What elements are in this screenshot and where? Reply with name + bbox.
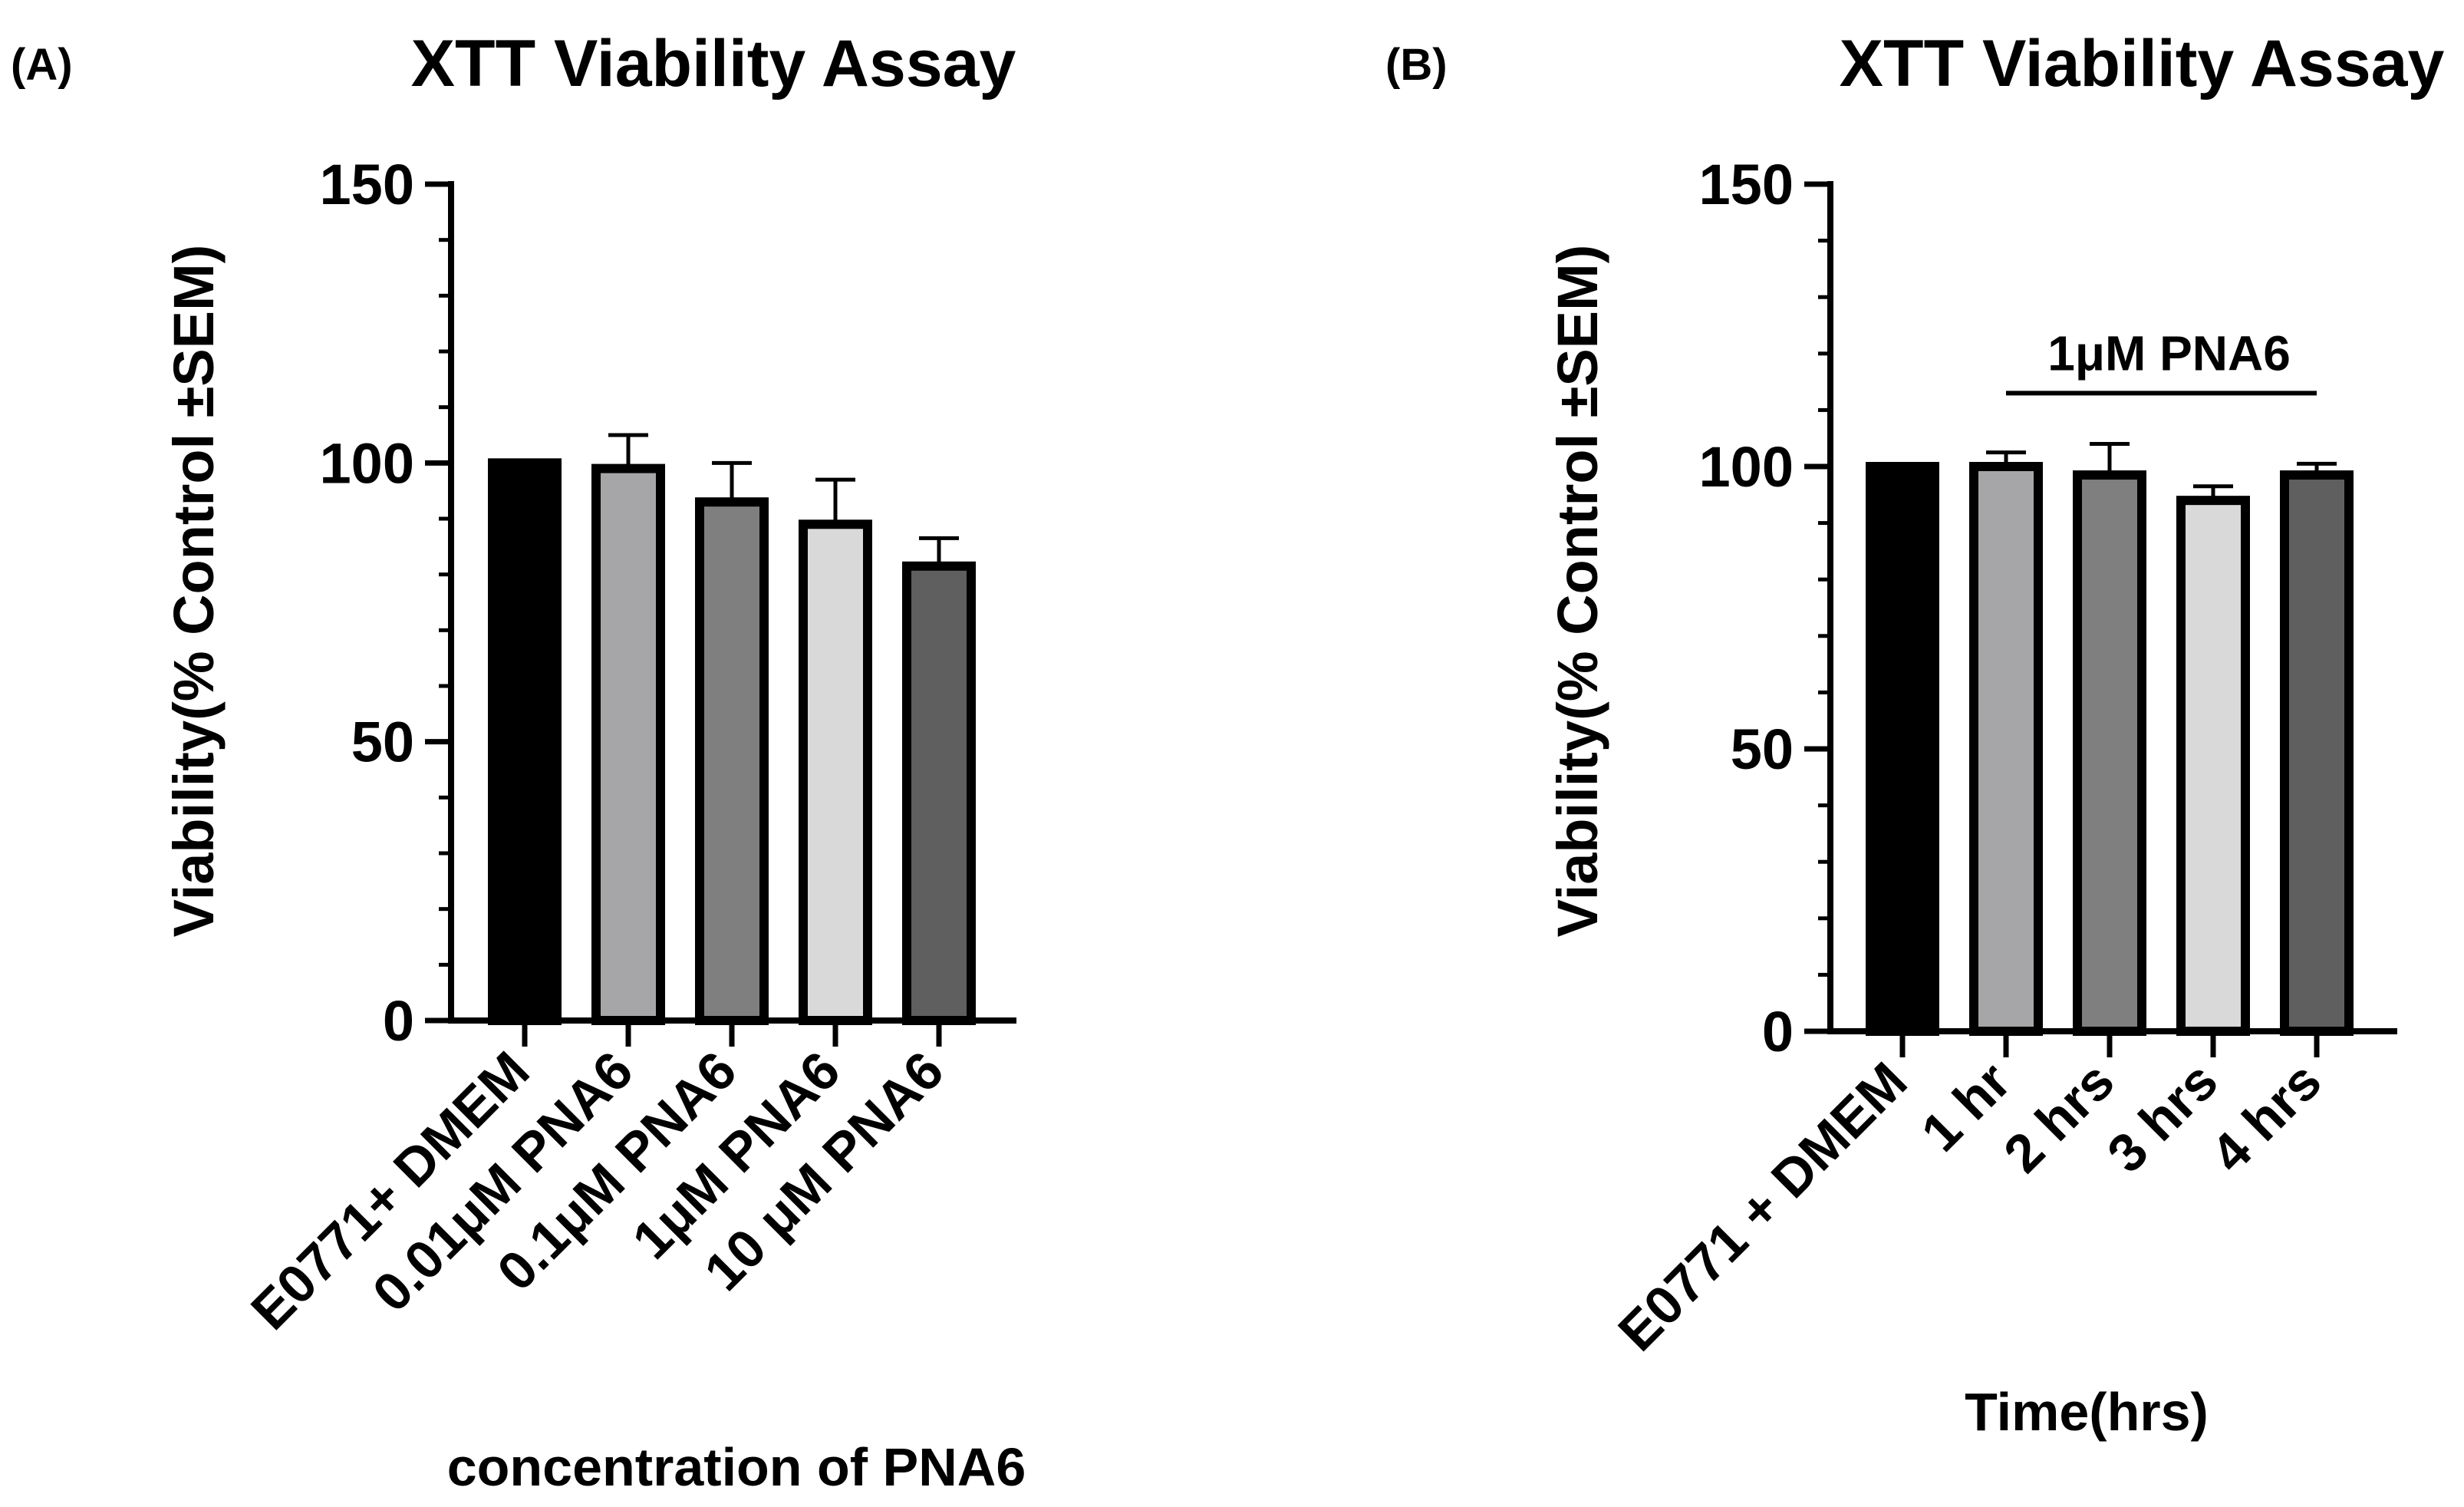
panel-b-bar-3 (2073, 470, 2146, 1036)
panel-a-y-tick-label: 50 (351, 711, 414, 774)
panel-a-bar-2 (591, 463, 665, 1025)
panel-b-y-axis-label: Viability(% Control ±SEM) (1546, 245, 1609, 938)
panel-a-bar-5 (902, 561, 976, 1025)
panel-b-y-tick-label: 100 (1699, 435, 1794, 499)
panel-a-x-axis-label: concentration of PNA6 (447, 1437, 1026, 1497)
panel-b-bar-4 (2176, 496, 2250, 1036)
panel-b-bar-5 (2280, 470, 2354, 1036)
panel-b-bar-1 (1866, 462, 1939, 1036)
panel-a-y-tick-label: 100 (320, 431, 414, 495)
panel-b-letter: (B) (1385, 40, 1448, 90)
panel-a-bar-1 (488, 458, 562, 1025)
panel-a-y-axis-label: Viability(% Control ±SEM) (162, 245, 226, 938)
panel-a-bar-4 (799, 519, 872, 1025)
panel-a-title: XTT Viability Assay (411, 27, 1016, 101)
panel-a: (A) XTT Viability Assay Viability(% Cont… (11, 27, 1026, 1497)
panel-a-letter: (A) (11, 40, 73, 90)
panel-b-x-tick-label: E0771 + DMEM (1607, 1050, 1919, 1362)
panel-b: (B) XTT Viability Assay Viability(% Cont… (1385, 27, 2444, 1442)
panel-b-title: XTT Viability Assay (1840, 27, 2445, 101)
panel-b-x-axis-label: Time(hrs) (1965, 1382, 2209, 1442)
panel-b-x-tick-label: 2 hrs (1992, 1050, 2125, 1183)
panel-b-y-tick-label: 150 (1699, 153, 1794, 216)
panel-b-x-tick-label: 3 hrs (2096, 1050, 2228, 1183)
panel-b-x-tick-label: 4 hrs (2199, 1050, 2332, 1183)
panel-b-y-tick-label: 50 (1731, 717, 1794, 781)
panel-b-y-tick-label: 0 (1762, 1000, 1794, 1063)
panel-b-annotation-label: 1μM PNA6 (2047, 325, 2291, 381)
panel-a-y-tick-label: 150 (320, 153, 414, 216)
panel-b-bar-2 (1969, 462, 2043, 1036)
panel-a-bar-3 (695, 497, 769, 1025)
panel-a-y-tick-label: 0 (383, 989, 414, 1053)
